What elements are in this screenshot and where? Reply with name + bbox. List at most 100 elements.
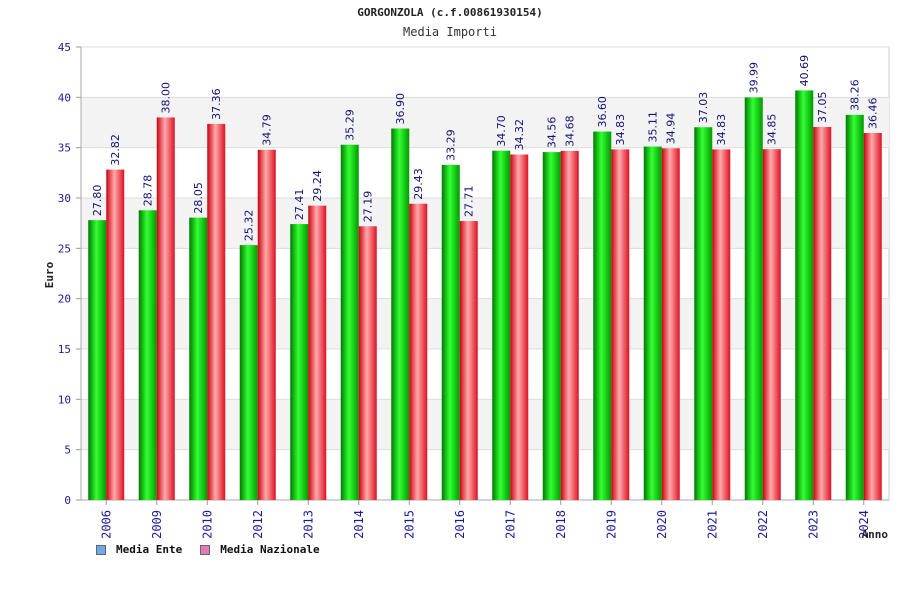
bar-media-ente-2015 <box>391 128 410 501</box>
x-tick-label: 2017 <box>503 510 517 539</box>
data-label-media-nazionale-2014: 27.19 <box>362 191 375 223</box>
x-tick-label: 2014 <box>352 510 366 539</box>
y-tick-label: 0 <box>64 494 71 507</box>
bar-media-ente-2022 <box>744 97 763 501</box>
data-label-media-ente-2016: 33.29 <box>445 129 458 161</box>
data-label-media-nazionale-2006: 32.82 <box>109 134 122 166</box>
legend-swatch-media-nazionale <box>200 544 211 555</box>
x-tick-label: 2023 <box>806 510 820 539</box>
data-label-media-ente-2024: 38.26 <box>849 79 862 111</box>
data-label-media-ente-2013: 27.41 <box>293 189 306 221</box>
data-label-media-ente-2006: 27.80 <box>91 185 104 217</box>
bar-media-nazionale-2024 <box>863 132 882 500</box>
bar-media-ente-2018 <box>542 152 561 500</box>
bar-media-nazionale-2021 <box>712 149 731 501</box>
data-label-media-nazionale-2015: 29.43 <box>412 168 425 200</box>
bar-media-nazionale-2010 <box>207 123 226 500</box>
x-tick-label: 2021 <box>705 510 719 539</box>
data-labels: 27.80 32.82 28.78 38.00 28.05 37.36 25.32 34.79… <box>91 55 880 241</box>
legend-label-media-nazionale: Media Nazionale <box>220 543 320 556</box>
data-label-media-ente-2017: 34.70 <box>495 115 508 147</box>
x-tick-label: 2013 <box>301 510 315 539</box>
data-label-media-ente-2021: 37.03 <box>697 92 710 124</box>
bar-media-ente-2010 <box>189 217 208 500</box>
data-label-media-nazionale-2018: 34.68 <box>564 115 577 147</box>
data-label-media-nazionale-2020: 34.94 <box>665 113 678 145</box>
legend-item-media-ente: Media Ente <box>96 543 182 556</box>
data-label-media-nazionale-2016: 27.71 <box>463 186 476 218</box>
y-axis-label: Euro <box>43 261 56 288</box>
bar-media-ente-2006 <box>88 220 107 500</box>
bar-media-ente-2016 <box>441 164 460 500</box>
data-label-media-nazionale-2010: 37.36 <box>210 88 223 120</box>
x-tick-label: 2022 <box>756 510 770 539</box>
data-label-media-nazionale-2023: 37.05 <box>816 92 829 124</box>
legend-label-media-ente: Media Ente <box>116 543 183 556</box>
x-axis-ticks: 2006 2009 2010 2012 2013 2014 2015 2016 2017 2018… <box>99 500 871 539</box>
data-label-media-ente-2010: 28.05 <box>192 182 205 214</box>
bar-media-ente-2024 <box>845 114 864 500</box>
y-tick-label: 40 <box>58 91 71 104</box>
bar-media-ente-2012 <box>239 245 258 500</box>
bar-media-nazionale-2013 <box>308 205 327 500</box>
data-label-media-nazionale-2017: 34.32 <box>513 119 526 151</box>
bar-media-nazionale-2015 <box>409 203 428 500</box>
data-label-media-ente-2009: 28.78 <box>142 175 155 207</box>
data-label-media-ente-2022: 39.99 <box>748 62 761 94</box>
y-tick-label: 45 <box>58 41 71 54</box>
data-label-media-ente-2020: 35.11 <box>647 111 660 143</box>
data-label-media-nazionale-2024: 36.46 <box>867 97 880 129</box>
bar-media-nazionale-2012 <box>257 149 276 500</box>
bar-media-ente-2017 <box>492 150 511 501</box>
data-label-media-nazionale-2009: 38.00 <box>160 82 173 114</box>
bar-media-ente-2020 <box>643 146 662 500</box>
y-tick-label: 15 <box>58 343 71 356</box>
data-label-media-nazionale-2022: 34.85 <box>766 114 779 146</box>
x-tick-label: 2016 <box>453 510 467 539</box>
bar-media-nazionale-2019 <box>611 149 630 501</box>
x-tick-label: 2020 <box>655 510 669 539</box>
x-tick-label: 2019 <box>604 510 618 539</box>
legend: Media Ente Media Nazionale <box>96 543 338 556</box>
data-label-media-nazionale-2013: 29.24 <box>311 170 324 202</box>
bar-media-ente-2013 <box>290 224 309 500</box>
x-tick-label: 2010 <box>200 510 214 539</box>
bar-media-nazionale-2016 <box>459 221 478 500</box>
data-label-media-ente-2018: 34.56 <box>546 117 559 149</box>
bar-media-nazionale-2022 <box>762 149 781 500</box>
legend-swatch-media-ente <box>96 544 106 555</box>
x-tick-label: 2018 <box>554 510 568 539</box>
data-label-media-ente-2014: 35.29 <box>344 109 357 141</box>
bar-media-nazionale-2020 <box>661 148 680 500</box>
x-tick-label: 2009 <box>150 510 164 539</box>
bar-media-nazionale-2018 <box>560 150 579 500</box>
x-tick-label: 2006 <box>99 510 113 539</box>
bar-media-ente-2019 <box>593 131 612 500</box>
data-label-media-ente-2015: 36.90 <box>394 93 407 125</box>
bars <box>88 90 882 501</box>
data-label-media-nazionale-2021: 34.83 <box>715 114 728 146</box>
bar-media-nazionale-2014 <box>358 226 377 500</box>
y-tick-label: 30 <box>58 192 71 205</box>
bar-media-nazionale-2009 <box>156 117 175 500</box>
bar-media-ente-2021 <box>694 127 713 501</box>
x-tick-label: 2015 <box>402 510 416 539</box>
y-tick-label: 20 <box>58 293 71 306</box>
data-label-media-nazionale-2019: 34.83 <box>614 114 627 146</box>
data-label-media-nazionale-2012: 34.79 <box>261 114 274 146</box>
bar-media-nazionale-2023 <box>813 127 832 500</box>
bar-media-nazionale-2006 <box>106 169 125 500</box>
y-tick-label: 35 <box>58 142 71 155</box>
bar-media-nazionale-2017 <box>510 154 529 500</box>
bar-media-ente-2014 <box>340 144 359 501</box>
chart-subtitle: Media Importi <box>403 25 497 39</box>
y-tick-label: 10 <box>58 393 71 406</box>
data-label-media-ente-2012: 25.32 <box>243 210 256 242</box>
y-tick-label: 5 <box>64 444 71 457</box>
chart-title: GORGONZOLA (c.f.00861930154) <box>357 6 543 19</box>
x-tick-label: 2012 <box>251 510 265 539</box>
data-label-media-ente-2019: 36.60 <box>596 96 609 128</box>
x-tick-label: 2024 <box>857 510 871 539</box>
y-tick-label: 25 <box>58 242 71 255</box>
